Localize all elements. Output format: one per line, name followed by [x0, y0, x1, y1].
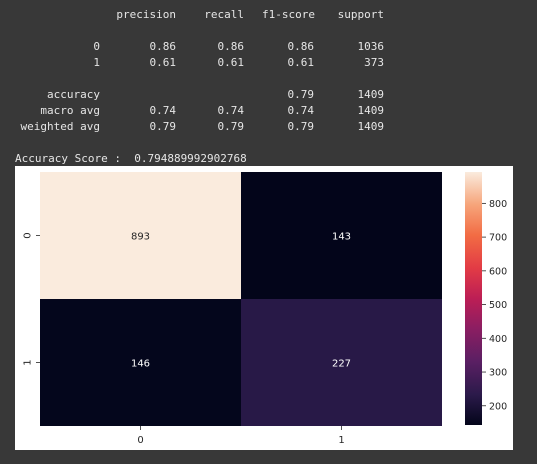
- row-label-0: 0: [93, 40, 100, 53]
- cell-annotation-1-0: 146: [131, 359, 150, 370]
- x-tick-label-0: 0: [137, 435, 143, 446]
- row-1-support: 373: [364, 56, 384, 69]
- x-tick-label-1: 1: [338, 435, 344, 446]
- row-1-recall: 0.61: [217, 56, 245, 69]
- colorbar-tick-label-5: 700: [489, 233, 507, 244]
- weighted-avg-f1: 0.79: [287, 120, 315, 133]
- row-1-f1: 0.61: [287, 56, 315, 69]
- header-recall: recall: [204, 8, 244, 21]
- y-tick-label-1: 1: [23, 359, 34, 365]
- y-tick-label-0: 0: [23, 232, 34, 238]
- macro-avg-label: macro avg: [40, 104, 100, 117]
- accuracy-support: 1409: [357, 88, 385, 101]
- heatmap-cells: [40, 172, 442, 426]
- colorbar-tick-label-3: 500: [489, 300, 507, 311]
- colorbar-tick-label-2: 400: [489, 334, 507, 345]
- heatmap-cell-1-1: [241, 299, 442, 426]
- accuracy-label: accuracy: [47, 88, 100, 101]
- row-0-recall: 0.86: [217, 40, 245, 53]
- macro-avg-precision: 0.74: [149, 104, 177, 117]
- colorbar-tick-label-1: 300: [489, 368, 507, 379]
- y-axis-ticks: 01: [23, 232, 40, 366]
- heatmap-cell-0-1: [241, 172, 442, 299]
- row-1-precision: 0.61: [149, 56, 177, 69]
- row-0-precision: 0.86: [149, 40, 177, 53]
- cell-annotation-0-1: 143: [332, 232, 351, 243]
- row-label-1: 1: [93, 56, 100, 69]
- accuracy-score-line: Accuracy Score : 0.794889992902768: [15, 152, 247, 165]
- accuracy-f1: 0.79: [287, 88, 315, 101]
- heatmap-cell-1-0: [40, 299, 241, 426]
- macro-avg-recall: 0.74: [217, 104, 245, 117]
- weighted-avg-label: weighted avg: [20, 120, 100, 133]
- colorbar-tick-label-4: 600: [489, 266, 507, 277]
- colorbar-tick-label-0: 200: [489, 401, 507, 412]
- row-0-f1: 0.86: [287, 40, 315, 53]
- heatmap-cell-0-0: [40, 172, 241, 299]
- macro-avg-f1: 0.74: [287, 104, 315, 117]
- cell-annotation-1-1: 227: [332, 359, 351, 370]
- header-precision: precision: [116, 8, 176, 21]
- colorbar-ticks: 200 300 400 500 600 700 800: [482, 199, 507, 412]
- colorbar-tick-label-6: 800: [489, 199, 507, 210]
- header-f1-score: f1-score: [262, 8, 315, 21]
- weighted-avg-support: 1409: [357, 120, 385, 133]
- header-support: support: [337, 8, 384, 21]
- console-output: precision recall f1-score support 0 0.86…: [0, 0, 537, 170]
- row-0-support: 1036: [357, 40, 385, 53]
- colorbar: [465, 172, 482, 425]
- weighted-avg-recall: 0.79: [217, 120, 245, 133]
- heatmap-annotations: 893 143 146 227: [131, 232, 351, 370]
- cell-annotation-0-0: 893: [131, 232, 150, 243]
- weighted-avg-precision: 0.79: [149, 120, 177, 133]
- macro-avg-support: 1409: [357, 104, 385, 117]
